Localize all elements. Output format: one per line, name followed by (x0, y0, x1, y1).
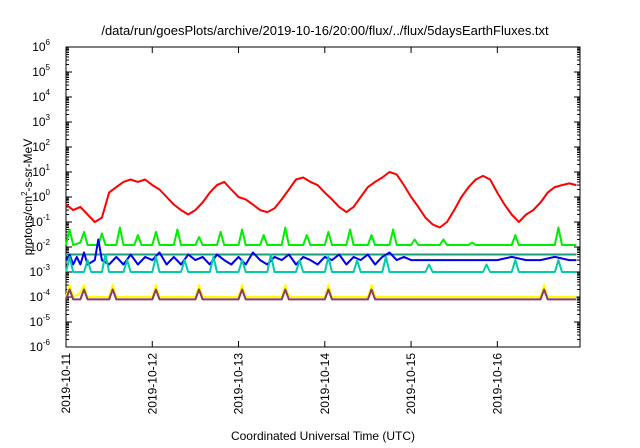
series-line-1 (65, 171, 577, 229)
y-tick-label-base: 10 (30, 315, 44, 329)
y-tick-label: 10-1 (30, 213, 51, 229)
series-line-5 (65, 253, 577, 273)
y-tick-label-base: 10 (32, 65, 46, 79)
y-tick-label-base: 10 (32, 165, 46, 179)
series-line-6 (65, 284, 577, 298)
y-tick-label-exp: -5 (43, 313, 51, 322)
series-line-7 (65, 288, 577, 301)
y-tick-label-exp: 1 (46, 163, 51, 172)
x-tick-label: 2019-10-12 (145, 353, 159, 415)
y-tick-label: 10-2 (30, 238, 51, 254)
x-axis-label: Coordinated Universal Time (UTC) (231, 429, 415, 443)
x-axis: 2019-10-11 2019-10-12 2019-10-13 2019-10-14… (59, 47, 504, 414)
y-axis-label: protons/cm2-s-sr-MeV (20, 139, 35, 255)
y-tick-label: 10-3 (30, 263, 51, 279)
y-tick-label-base: 10 (32, 140, 46, 154)
series-line-2 (65, 226, 577, 246)
y-tick-label-base: 10 (32, 190, 46, 204)
y-tick-label-exp: 4 (46, 88, 51, 97)
x-tick-label: 2019-10-16 (490, 353, 504, 415)
y-tick-label: 10-5 (30, 313, 51, 329)
y-tick-label-exp: -6 (43, 338, 51, 347)
series-line-4 (65, 238, 577, 266)
y-tick-label: 100 (32, 188, 50, 204)
y-tick-label: 106 (32, 38, 50, 54)
y-tick-label: 104 (32, 88, 50, 104)
y-axis-label-rest: -s-sr-MeV (21, 139, 35, 192)
y-tick-label-base: 10 (30, 340, 44, 354)
y-tick-label: 101 (32, 163, 50, 179)
plot-area (65, 46, 581, 348)
y-tick-label-base: 10 (30, 240, 44, 254)
y-tick-label-exp: -4 (43, 288, 51, 297)
x-tick-label: 2019-10-11 (59, 353, 73, 414)
y-tick-label-exp: -1 (43, 213, 51, 222)
y-tick-label-exp: 6 (46, 38, 51, 47)
y-tick-label: 10-4 (30, 288, 51, 304)
y-axis-label-sup: 2 (20, 191, 29, 196)
x-tick-label: 2019-10-13 (232, 353, 246, 415)
y-tick-label: 105 (32, 63, 50, 79)
x-tick-label: 2019-10-15 (404, 353, 418, 415)
y-tick-label-exp: -3 (43, 263, 51, 272)
chart-title: /data/run/goesPlots/archive/2019-10-16/2… (101, 23, 549, 38)
y-tick-label-exp: -2 (43, 238, 51, 247)
y-tick-label-exp: 5 (46, 63, 51, 72)
y-tick-label-base: 10 (30, 290, 44, 304)
y-tick-label-exp: 2 (46, 138, 51, 147)
series-group (65, 171, 577, 301)
y-tick-label-exp: 3 (46, 113, 51, 122)
y-tick-label: 103 (32, 113, 50, 129)
y-tick-label-base: 10 (32, 90, 46, 104)
plot-border (65, 46, 581, 348)
y-tick-label-base: 10 (30, 265, 44, 279)
y-tick-label: 102 (32, 138, 50, 154)
y-tick-label-base: 10 (32, 40, 46, 54)
y-tick-label-exp: 0 (46, 188, 51, 197)
y-axis-label-base: protons/cm (21, 196, 35, 255)
y-tick-label-base: 10 (30, 215, 44, 229)
y-tick-label-base: 10 (32, 115, 46, 129)
y-axis: 10-610-510-410-310-210-11001011021031041… (30, 38, 580, 354)
x-tick-label: 2019-10-14 (318, 353, 332, 415)
y-tick-label: 10-6 (30, 338, 51, 354)
